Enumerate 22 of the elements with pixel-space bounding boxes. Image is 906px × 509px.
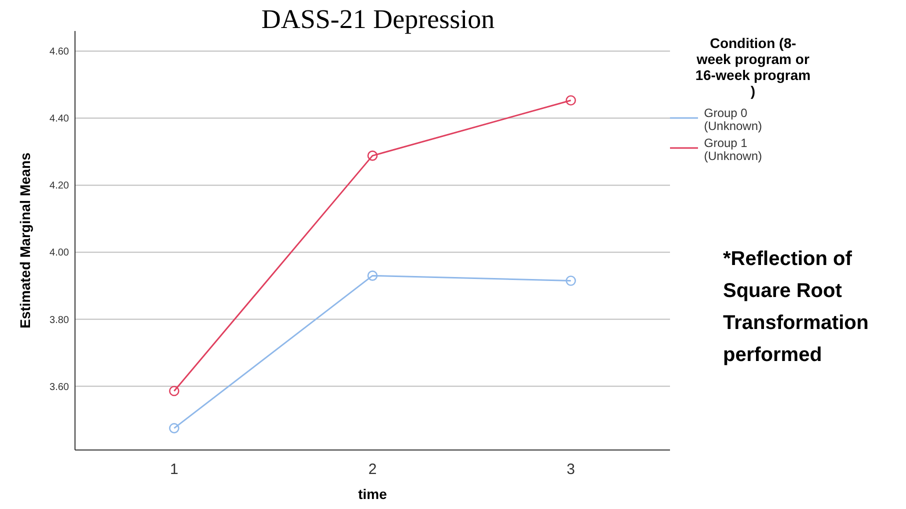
point [367, 150, 378, 161]
point [566, 276, 576, 286]
y-tick-label: 3.60 [50, 382, 70, 393]
y-tick-label: 4.40 [50, 114, 70, 125]
x-tick-label: 1 [170, 461, 178, 478]
y-tick-label: 4.20 [50, 180, 70, 192]
chart-title: DASS-21 Depression [261, 4, 496, 34]
legend-label: Group 1 (Unknown) [704, 136, 762, 163]
y-tick-label: 3.80 [50, 314, 70, 326]
point [169, 423, 180, 434]
legend-title: Condition (8-week program or 16-week program ) [695, 35, 811, 99]
y-tick-label: 4.00 [50, 248, 70, 259]
text: *Reflection of Square Root Transformation performed [723, 248, 869, 366]
x-tick-label: 2 [368, 461, 377, 478]
legend-label: Group 0 (Unknown) [704, 106, 762, 133]
y-axis-title: Estimated Marginal Means [17, 152, 33, 328]
point [169, 386, 180, 396]
point [367, 270, 378, 281]
point [566, 95, 576, 106]
x-tick-label: 3 [566, 461, 576, 478]
y-tick-label: 4.60 [50, 46, 70, 58]
x-axis-title: time [358, 486, 388, 502]
